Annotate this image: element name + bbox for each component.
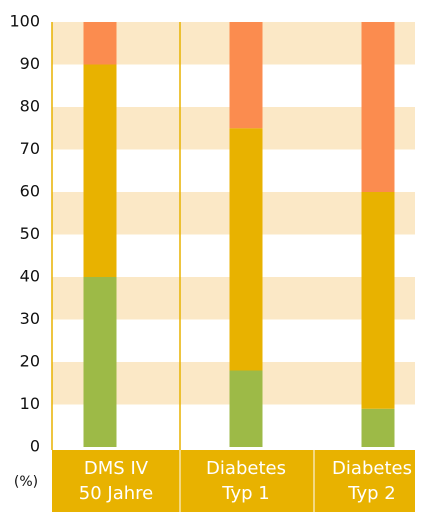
bar-segment: [83, 277, 117, 447]
y-tick-label: 60: [20, 182, 40, 201]
y-tick-label: 40: [20, 267, 40, 286]
x-tick-label: Diabetes: [206, 458, 286, 479]
bar-segment: [229, 370, 263, 447]
y-tick-label: 0: [30, 437, 40, 456]
bar-segment: [83, 64, 117, 277]
y-tick-label: 90: [20, 54, 40, 73]
y-tick-label: 100: [9, 12, 40, 31]
y-tick-label: 20: [20, 352, 40, 371]
bar-segment: [361, 408, 395, 447]
y-tick-label: 70: [20, 139, 40, 158]
bar-segment: [361, 22, 395, 192]
bar-segment: [83, 22, 117, 65]
category-band: [52, 450, 415, 512]
y-tick-label: 50: [20, 224, 40, 243]
x-tick-label: DMS IV: [84, 458, 149, 479]
y-tick-label: 30: [20, 309, 40, 328]
x-tick-label: Diabetes: [332, 458, 412, 479]
x-tick-label: Typ 1: [221, 483, 269, 504]
bar-segment: [229, 22, 263, 129]
bar-segment: [229, 128, 263, 371]
y-tick-label: 80: [20, 97, 40, 116]
x-tick-label: 50 Jahre: [79, 483, 153, 504]
y-axis-label: (%): [14, 474, 38, 490]
bar-segment: [361, 192, 395, 409]
x-tick-label: Typ 2: [347, 483, 395, 504]
y-tick-label: 10: [20, 394, 40, 413]
